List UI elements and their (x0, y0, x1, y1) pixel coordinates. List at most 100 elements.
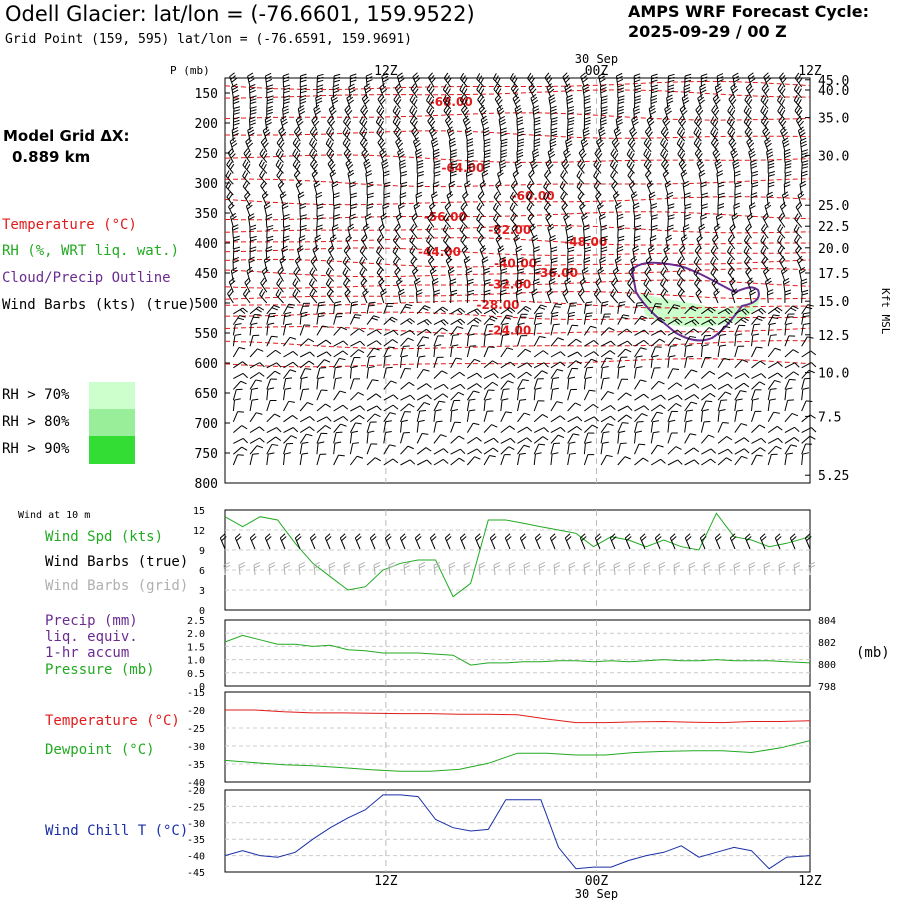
wind-barb (751, 360, 766, 369)
barb-flag (275, 349, 282, 355)
wind-barb (380, 212, 388, 228)
barb-flag (478, 204, 483, 211)
barb-flag (315, 237, 322, 242)
barb-flag (795, 202, 801, 208)
barb-flag (277, 161, 282, 168)
wind-barb (600, 313, 611, 325)
wind-barb (617, 348, 632, 358)
wind-barb (500, 138, 508, 152)
barb-flag (467, 155, 474, 159)
barb-flag (601, 246, 608, 250)
barb-flag (467, 160, 474, 163)
barb-staff (650, 303, 656, 314)
barb-flag (326, 256, 331, 263)
barb-flag (228, 161, 233, 168)
barb-flag (482, 259, 489, 264)
barb-staff (366, 329, 377, 336)
barb-flag (279, 255, 286, 261)
barb-flag (478, 215, 483, 222)
barb-flag (297, 191, 304, 196)
barb-flag (264, 256, 271, 261)
barb-flag (311, 161, 317, 168)
barb-flag (782, 131, 788, 137)
barb-staff (365, 173, 368, 185)
wind-barb (560, 170, 569, 185)
barb-flag (328, 245, 334, 251)
barb-flag (400, 170, 407, 174)
barb-staff (283, 313, 286, 325)
barb-flag (225, 181, 230, 188)
wind-barb (577, 159, 586, 174)
barb-flag (478, 104, 485, 110)
barb-flag (632, 121, 639, 126)
barb-flag (668, 76, 675, 80)
wind-barb (232, 235, 240, 250)
barb-flag (336, 431, 343, 434)
wind-barb (600, 340, 616, 347)
barb-staff (281, 205, 284, 217)
barb-flag (762, 212, 768, 219)
barb-staff (684, 328, 694, 336)
barb-flag (740, 318, 747, 324)
barb-flag (650, 205, 658, 210)
barb-flag (686, 420, 693, 423)
wind-barb (345, 234, 353, 250)
barb-staff (617, 422, 623, 433)
barb-staff (684, 346, 687, 358)
wind-barb (366, 379, 379, 390)
wind-barb (734, 448, 750, 455)
barb-staff (316, 325, 323, 336)
wind-barb (416, 344, 426, 358)
wind-barb (360, 105, 369, 120)
barb-flag (666, 237, 673, 242)
barb-flag (660, 267, 665, 274)
barb-flag (712, 234, 717, 240)
barb-flag (627, 278, 632, 284)
barb-flag (289, 336, 297, 340)
barb-staff (347, 173, 351, 185)
barb-flag (492, 202, 497, 209)
barb-flag (480, 99, 486, 105)
barb-flag (600, 227, 608, 231)
barb-staff (246, 270, 251, 282)
barb-staff (299, 368, 306, 379)
barb-flag (233, 116, 240, 120)
barb-flag (679, 104, 686, 110)
barb-staff (366, 379, 373, 390)
barb-flag (275, 436, 282, 442)
wind-barbs-grid-label: Wind Barbs (grid) (45, 578, 189, 594)
barb-flag (801, 155, 808, 159)
barb-flag (245, 137, 251, 143)
barb-flag (627, 405, 633, 411)
barb-staff (283, 435, 292, 444)
barb-flag (712, 118, 717, 125)
barb-flag (633, 108, 640, 112)
barb-flag (699, 172, 706, 177)
barb-flag (726, 245, 731, 252)
isotherm-label: -48.00 (564, 235, 607, 249)
barb-flag (722, 422, 729, 424)
barb-flag (672, 368, 680, 371)
barb-staff (325, 283, 335, 293)
wind-barb (310, 159, 319, 174)
wind-barb (232, 246, 241, 260)
wind-barb (333, 192, 340, 206)
legend-temperature: Temperature (°C) (2, 217, 137, 233)
wind-barb (299, 214, 307, 228)
barb-flag (378, 237, 384, 243)
barb-flag (411, 96, 416, 103)
barb-flag (750, 159, 757, 163)
barb-flag (333, 76, 341, 80)
wind-barb (416, 355, 426, 368)
wind-barb (514, 158, 523, 174)
wind-barb (784, 426, 800, 434)
wind-barb (583, 235, 591, 250)
barb-flag (567, 109, 575, 112)
barb-flag (265, 75, 272, 80)
barb-staff (801, 454, 804, 466)
barb-flag (448, 269, 455, 275)
barb-flag (283, 87, 291, 91)
barb-flag (497, 99, 503, 105)
wind-barb (483, 333, 492, 347)
barb-staff (684, 205, 686, 217)
